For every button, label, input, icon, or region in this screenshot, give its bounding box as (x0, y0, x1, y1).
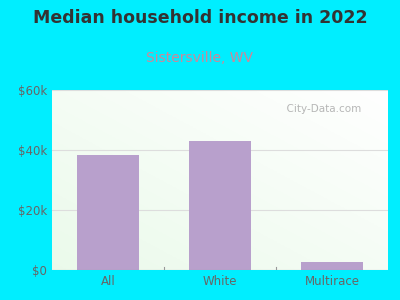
Bar (189, 141, 251, 270)
Text: Sistersville, WV: Sistersville, WV (146, 51, 254, 65)
Bar (77, 154, 139, 270)
Bar (301, 262, 363, 270)
Text: City-Data.com: City-Data.com (280, 104, 362, 114)
Text: Median household income in 2022: Median household income in 2022 (33, 9, 367, 27)
